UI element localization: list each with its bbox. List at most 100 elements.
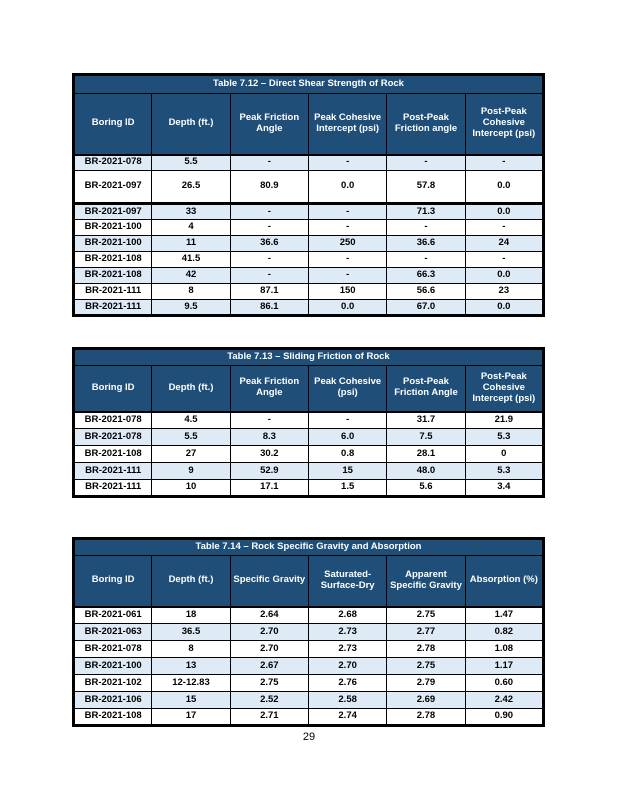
table-cell: 26.5 xyxy=(151,170,231,205)
table-cell: 28.1 xyxy=(386,445,466,463)
table-cell: - xyxy=(229,219,309,236)
table-cell: 5.3 xyxy=(464,462,545,480)
table-cell: BR-2021-097 xyxy=(72,203,153,220)
table-cell: 250 xyxy=(307,235,388,252)
table-cell: BR-2021-097 xyxy=(72,170,153,205)
table-cell: 9.5 xyxy=(151,299,231,316)
table-cell: 2.79 xyxy=(386,674,466,692)
table-cell: 31.7 xyxy=(386,411,466,429)
column-header: Boring ID xyxy=(72,93,153,156)
table-cell: 13 xyxy=(151,657,231,675)
table-cell: 36.6 xyxy=(229,235,309,252)
table-cell: 21.9 xyxy=(464,411,545,429)
table-cell: 71.3 xyxy=(386,203,466,220)
table-cell: 0.0 xyxy=(464,170,545,205)
table-cell: BR-2021-100 xyxy=(72,657,153,675)
column-header: Post-Peak Cohesive Intercept (psi) xyxy=(464,93,545,156)
table-cell: 2.64 xyxy=(229,606,309,624)
table-title: Table 7.13 – Sliding Friction of Rock xyxy=(73,348,544,366)
column-header: Post-Peak Friction angle xyxy=(386,93,466,156)
column-header: Depth (ft.) xyxy=(151,555,231,608)
table-cell: 17.1 xyxy=(229,479,309,497)
table-cell: 56.6 xyxy=(386,283,466,300)
table-cell: - xyxy=(229,154,309,171)
table-cell: 15 xyxy=(307,462,388,480)
table-cell: 23 xyxy=(464,283,545,300)
table-cell: BR-2021-111 xyxy=(72,299,153,316)
table-cell: 57.8 xyxy=(386,170,466,205)
table-row: BR-2021-097 26.5 80.9 0.0 57.8 0.0 xyxy=(72,170,545,205)
table-cell: - xyxy=(229,251,309,268)
table-cell: 11 xyxy=(151,235,231,252)
column-header: Apparent Specific Gravity xyxy=(386,555,466,608)
table-cell: 1.5 xyxy=(307,479,388,497)
table-cell: 52.9 xyxy=(229,462,309,480)
table-row: BR-2021-111 10 17.1 1.5 5.6 3.4 xyxy=(72,479,545,497)
table-cell: 7.5 xyxy=(386,428,466,446)
table-cell: 36.6 xyxy=(386,235,466,252)
table-cell: 9 xyxy=(151,462,231,480)
table-cell: 0.0 xyxy=(464,203,545,220)
table-row: BR-2021-111 9.5 86.1 0.0 67.0 0.0 xyxy=(72,299,545,316)
table-cell: 0.8 xyxy=(307,445,388,463)
table-row: BR-2021-100 4- - - - xyxy=(72,219,545,236)
table-cell: 41.5 xyxy=(151,251,231,268)
table-cell: 2.52 xyxy=(229,691,309,709)
table-row: BR-2021-078 8 2.70 2.73 2.78 1.08 xyxy=(72,640,545,658)
table-row: BR-2021-097 33- -71.3 0.0 xyxy=(72,203,545,220)
column-header: Depth (ft.) xyxy=(151,93,231,156)
table-cell: 0 xyxy=(464,445,545,463)
table-cell: - xyxy=(386,251,466,268)
table-cell: - xyxy=(307,411,388,429)
table-cell: 150 xyxy=(307,283,388,300)
table-cell: BR-2021-078 xyxy=(72,640,153,658)
table-cell: 30.2 xyxy=(229,445,309,463)
table-cell: BR-2021-078 xyxy=(72,428,153,446)
table-cell: BR-2021-108 xyxy=(72,445,153,463)
tables-container: Table 7.12 – Direct Shear Strength of Ro… xyxy=(0,73,618,727)
table-cell: - xyxy=(307,203,388,220)
table-cell: BR-2021-111 xyxy=(72,283,153,300)
table-cell: 2.70 xyxy=(229,623,309,641)
column-header: Specific Gravity xyxy=(229,555,309,608)
table-cell: 48.0 xyxy=(386,462,466,480)
table-cell: 67.0 xyxy=(386,299,466,316)
table-row: BR-2021-108 42- -66.3 0.0 xyxy=(72,267,545,284)
column-header: Boring ID xyxy=(72,365,153,413)
column-header: Peak Cohesive (psi) xyxy=(307,365,388,413)
table-cell: 0.60 xyxy=(464,674,545,692)
table-cell: BR-2021-102 xyxy=(72,674,153,692)
table-row: BR-2021-111 9 52.9 15 48.0 5.3 xyxy=(72,462,545,480)
table-row: BR-2021-061 18 2.64 2.68 2.75 1.47 xyxy=(72,606,545,624)
table-row: BR-2021-063 36.5 2.70 2.73 2.77 0.82 xyxy=(72,623,545,641)
table-cell: 2.73 xyxy=(307,623,388,641)
column-header: Peak Friction Angle xyxy=(229,93,309,156)
table-cell: 5.6 xyxy=(386,479,466,497)
table-cell: 2.74 xyxy=(307,708,388,726)
table-row: BR-2021-078 5.5 8.3 6.0 7.5 5.3 xyxy=(72,428,545,446)
table-cell: 2.67 xyxy=(229,657,309,675)
column-header: Post-Peak Friction Angle xyxy=(386,365,466,413)
table-cell: BR-2021-078 xyxy=(72,154,153,171)
table-cell: 18 xyxy=(151,606,231,624)
table-cell: 24 xyxy=(464,235,545,252)
table-cell: 87.1 xyxy=(229,283,309,300)
table-row: BR-2021-108 27 30.2 0.8 28.1 0 xyxy=(72,445,545,463)
table-cell: 15 xyxy=(151,691,231,709)
table-7-12: Table 7.12 – Direct Shear Strength of Ro… xyxy=(72,73,545,317)
table-7-14: Table 7.14 – Rock Specific Gravity and A… xyxy=(72,537,545,727)
table-row: BR-2021-108 41.5- - - - xyxy=(72,251,545,268)
table-cell: - xyxy=(464,154,545,171)
table-cell: BR-2021-100 xyxy=(72,235,153,252)
table-row: BR-2021-106 15 2.52 2.58 2.69 2.42 xyxy=(72,691,545,709)
table-cell: - xyxy=(229,411,309,429)
table-cell: 8 xyxy=(151,640,231,658)
table-cell: 2.76 xyxy=(307,674,388,692)
column-header: Saturated-Surface-Dry xyxy=(307,555,388,608)
table-row: BR-2021-102 12-12.83 2.75 2.76 2.79 0.60 xyxy=(72,674,545,692)
table-cell: 6.0 xyxy=(307,428,388,446)
table-cell: 2.70 xyxy=(307,657,388,675)
table-cell: 27 xyxy=(151,445,231,463)
table-cell: - xyxy=(229,203,309,220)
column-header: Peak Cohesive Intercept (psi) xyxy=(307,93,388,156)
